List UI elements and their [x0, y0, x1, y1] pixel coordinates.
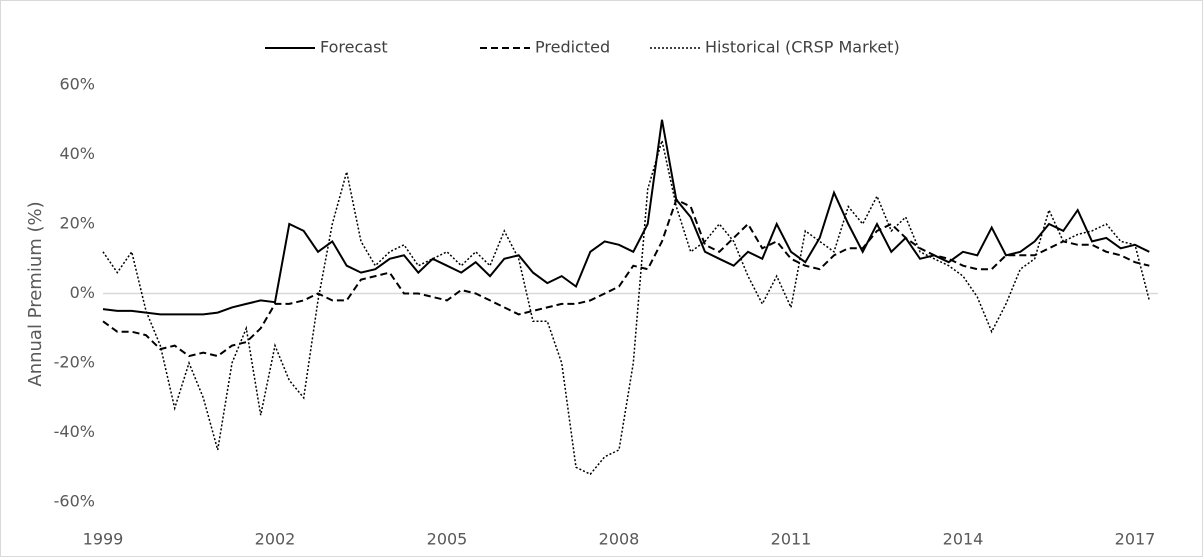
y-tick-label: 0% [70, 283, 95, 302]
legend: Forecast Predicted Historical (CRSP Market… [265, 38, 900, 57]
x-tick-label: 2005 [427, 530, 468, 549]
y-tick-label: 20% [59, 214, 95, 233]
y-tick-label: -40% [54, 422, 95, 441]
legend-label: Forecast [320, 38, 388, 57]
y-axis-label: Annual Premium (%) [25, 201, 46, 386]
series-line [102, 119, 1150, 316]
legend-label: Predicted [535, 38, 610, 57]
y-tick-label: 40% [59, 144, 95, 163]
x-tick-label: 1999 [83, 530, 124, 549]
x-tick-label: 2011 [771, 530, 812, 549]
legend-label: Historical (CRSP Market) [705, 38, 900, 57]
x-tick-label: 2014 [943, 530, 984, 549]
x-tick-label: 2008 [599, 530, 640, 549]
x-tick-label: 2017 [1115, 530, 1156, 549]
y-tick-label: -60% [54, 492, 95, 511]
y-tick-label: -20% [54, 353, 95, 372]
x-tick-label: 2002 [255, 530, 296, 549]
series-line [102, 140, 1151, 476]
y-tick-label: 60% [59, 75, 95, 94]
series-line [102, 198, 1150, 358]
